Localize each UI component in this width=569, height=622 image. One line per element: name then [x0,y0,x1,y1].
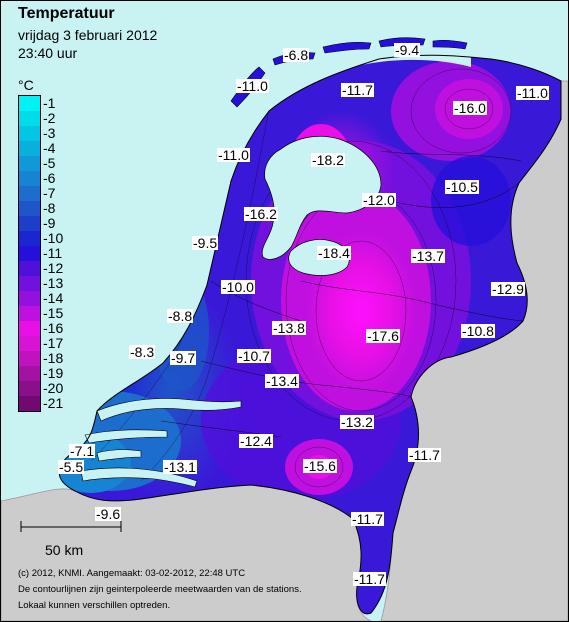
station-value: -8.8 [167,308,194,324]
station-value: -11.0 [236,78,269,94]
station-value: -6.8 [283,47,310,63]
legend-label: -16 [43,320,64,336]
zeeland-waters [80,398,242,488]
legend-swatch [19,231,40,246]
ijsselmeer [261,135,382,260]
station-value: -12.9 [491,281,525,297]
station-value: -9.7 [170,350,197,366]
station-value: -12.4 [239,433,273,449]
netherlands-outline [58,54,562,615]
legend-swatch [19,246,40,261]
legend-swatch [19,96,40,111]
station-value: -16.2 [244,206,278,222]
station-value: -13.4 [265,373,299,389]
province-borders [160,150,524,438]
legend-swatch [19,351,40,366]
station-value: -7.1 [69,443,96,459]
station-value: -17.6 [366,328,400,344]
legend-swatch [19,336,40,351]
legend-swatch [19,126,40,141]
legend-label: -11 [43,245,63,261]
station-value: -13.1 [163,459,197,475]
legend-swatch [19,291,40,306]
legend-label: -15 [43,305,64,321]
scale-bar [20,521,122,532]
legend-label: -5 [43,155,56,171]
scale-label: 50 km [45,542,84,558]
legend-swatch [19,141,40,156]
legend-swatch [19,381,40,396]
legend-label: -9 [43,215,56,231]
legend-swatch [19,321,40,336]
legend-label: -4 [43,140,56,156]
legend-label: -10 [43,230,64,246]
station-value: -10.8 [461,323,495,339]
legend-label: -20 [43,380,64,396]
station-value: -11.7 [408,447,441,463]
station-value: -11.7 [353,571,386,587]
station-value: -13.8 [272,320,306,336]
legend-label: -18 [43,350,64,366]
legend-label: -17 [43,335,64,351]
legend-label: -8 [43,200,56,216]
footer-disclaimer: Lokaal kunnen verschillen optreden. [18,600,171,611]
station-value: -11.7 [351,511,384,527]
legend-label: -21 [43,395,64,411]
legend-label: -19 [43,365,64,381]
station-value: -9.6 [95,506,122,522]
legend-swatch [19,261,40,276]
station-value: -11.0 [217,147,250,163]
station-value: -11.0 [516,85,549,101]
station-value: -12.0 [362,192,396,208]
legend-label: -3 [43,125,56,141]
legend-label: -14 [43,290,64,306]
legend-label: -1 [43,95,56,111]
legend-swatch [19,396,40,411]
legend-swatch [19,156,40,171]
legend-swatch [19,366,40,381]
station-value: -18.2 [311,152,345,168]
legend-label: -2 [43,110,56,126]
map-time: 23:40 uur [18,45,78,61]
legend-label: -13 [43,275,64,291]
legend-label: -7 [43,185,56,201]
legend-label: -12 [43,260,64,276]
legend-label: -6 [43,170,56,186]
station-value: -13.2 [340,414,374,430]
footer-copyright: (c) 2012, KNMI. Aangemaakt: 03-02-2012, … [18,568,246,579]
legend-unit: °C [18,77,34,93]
station-value: -9.4 [394,42,421,58]
legend-swatch [19,306,40,321]
legend-swatch [19,276,40,291]
station-value: -16.0 [453,100,487,116]
legend-swatch [19,216,40,231]
station-value: -15.6 [303,458,337,474]
station-value: -18.4 [317,245,351,261]
map-date: vrijdag 3 februari 2012 [18,27,158,43]
map-title: Temperatuur [18,5,115,22]
station-value: -10.7 [237,348,271,364]
legend-swatch [19,201,40,216]
station-value: -9.5 [192,235,219,251]
station-value: -5.5 [58,459,85,475]
footer-note: De contourlijnen zijn geinterpoleerde me… [18,584,302,595]
station-value: -13.7 [411,248,445,264]
station-value: -11.7 [341,82,374,98]
station-value: -10.5 [445,179,479,195]
legend-swatch [19,171,40,186]
legend-colorbar [18,95,41,412]
legend-swatch [19,111,40,126]
legend-swatch [19,186,40,201]
station-value: -8.3 [129,344,156,360]
station-value: -10.0 [221,279,255,295]
